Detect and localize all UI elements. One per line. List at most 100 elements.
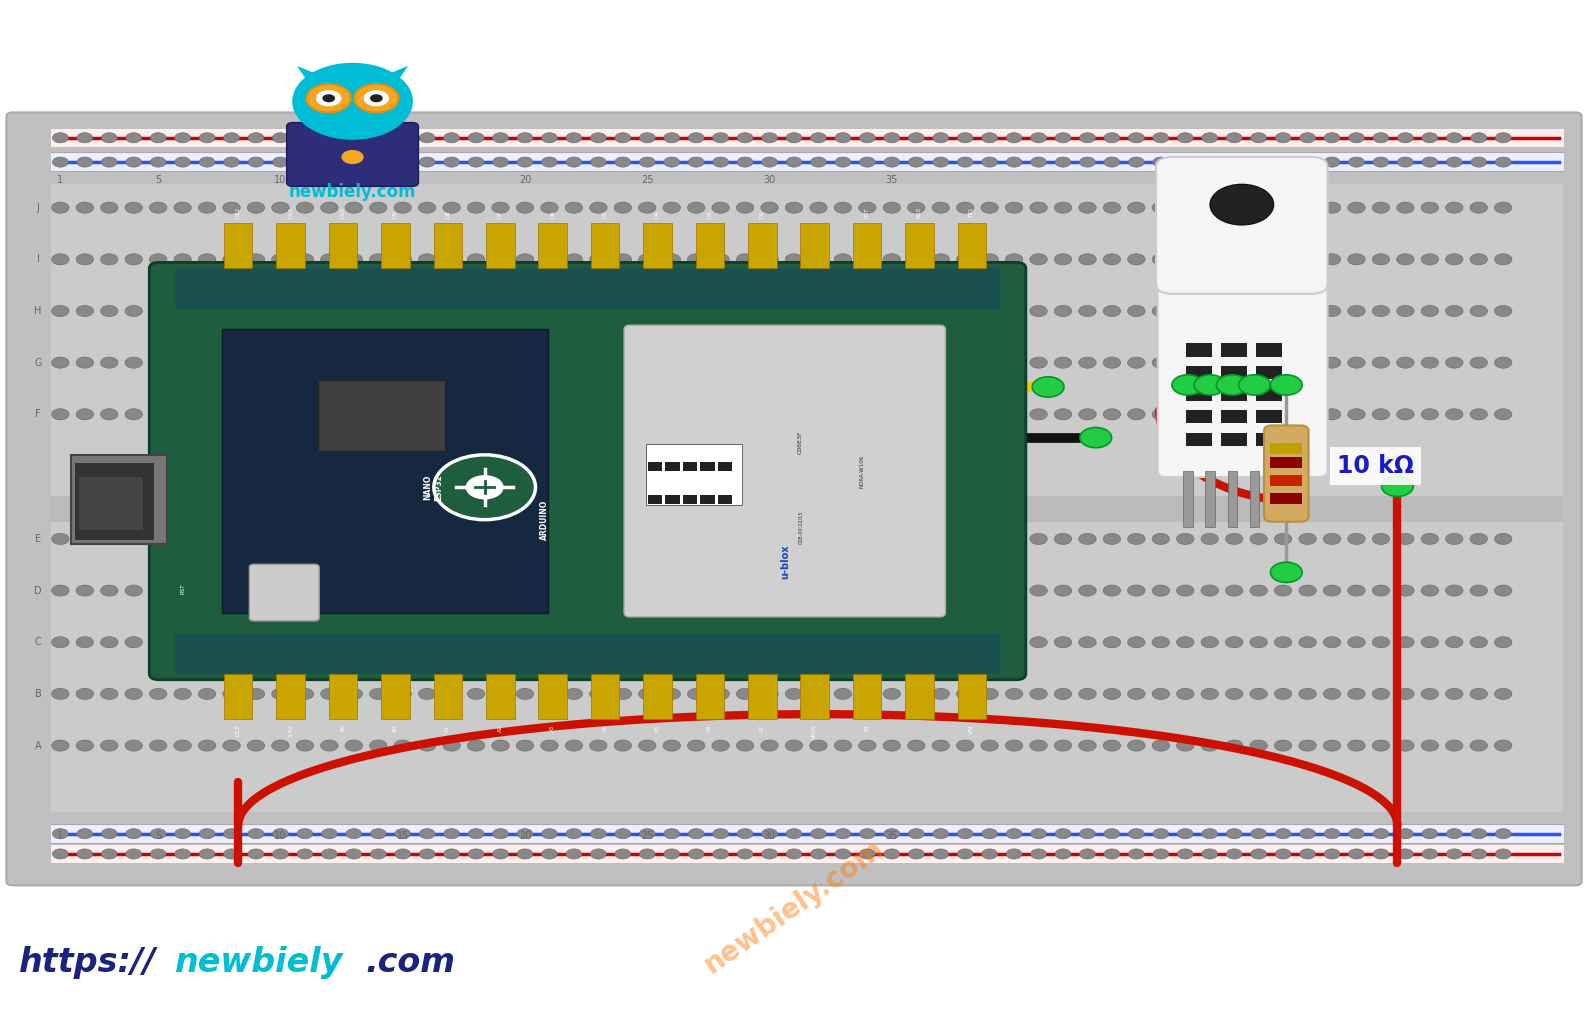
Circle shape xyxy=(565,305,583,316)
Circle shape xyxy=(1104,305,1121,316)
Circle shape xyxy=(321,739,338,752)
Circle shape xyxy=(1226,689,1243,699)
Circle shape xyxy=(834,585,851,596)
Circle shape xyxy=(76,202,94,214)
Circle shape xyxy=(1445,533,1463,545)
Bar xyxy=(1186,366,1212,379)
Circle shape xyxy=(370,133,386,143)
Circle shape xyxy=(1372,408,1390,420)
Circle shape xyxy=(102,849,118,859)
Circle shape xyxy=(1299,739,1316,752)
Circle shape xyxy=(248,202,265,214)
Circle shape xyxy=(761,202,778,214)
Circle shape xyxy=(467,533,484,545)
Circle shape xyxy=(443,849,459,859)
Text: D9: D9 xyxy=(392,210,399,218)
Circle shape xyxy=(810,689,827,699)
Circle shape xyxy=(1397,829,1413,839)
Circle shape xyxy=(1250,202,1267,214)
Circle shape xyxy=(1104,585,1121,596)
Circle shape xyxy=(1201,585,1218,596)
FancyBboxPatch shape xyxy=(624,325,945,617)
Circle shape xyxy=(883,254,900,265)
Circle shape xyxy=(370,689,387,699)
Circle shape xyxy=(224,133,240,143)
Circle shape xyxy=(786,133,802,143)
Circle shape xyxy=(125,133,141,143)
Circle shape xyxy=(761,357,778,369)
Circle shape xyxy=(1275,829,1291,839)
Circle shape xyxy=(1324,157,1340,167)
Circle shape xyxy=(711,636,729,648)
Circle shape xyxy=(1299,254,1316,265)
Circle shape xyxy=(662,202,681,214)
Text: 15: 15 xyxy=(397,831,408,841)
Circle shape xyxy=(1201,408,1218,420)
Circle shape xyxy=(492,357,510,369)
Bar xyxy=(648,462,662,471)
Circle shape xyxy=(125,849,141,859)
Circle shape xyxy=(834,254,851,265)
Circle shape xyxy=(565,849,581,859)
Text: A: A xyxy=(35,741,41,751)
FancyBboxPatch shape xyxy=(1158,272,1328,477)
Circle shape xyxy=(1397,849,1413,859)
Circle shape xyxy=(958,157,973,167)
Circle shape xyxy=(272,305,289,316)
Circle shape xyxy=(1226,636,1243,648)
Circle shape xyxy=(1251,133,1267,143)
Circle shape xyxy=(956,739,973,752)
Circle shape xyxy=(932,157,948,167)
Text: 5: 5 xyxy=(156,831,162,841)
Circle shape xyxy=(883,689,900,699)
Circle shape xyxy=(1031,157,1046,167)
Circle shape xyxy=(883,636,900,648)
Circle shape xyxy=(297,849,313,859)
Text: D10: D10 xyxy=(340,207,346,218)
Circle shape xyxy=(222,202,240,214)
Circle shape xyxy=(810,739,827,752)
Circle shape xyxy=(761,533,778,545)
Circle shape xyxy=(1323,408,1340,420)
Bar xyxy=(79,477,143,530)
Bar xyxy=(51,129,1564,147)
Circle shape xyxy=(224,849,240,859)
Circle shape xyxy=(1421,829,1437,839)
Text: 10: 10 xyxy=(275,175,286,185)
Text: VIN: VIN xyxy=(969,724,975,733)
Circle shape xyxy=(1372,357,1390,369)
Circle shape xyxy=(1470,357,1488,369)
Circle shape xyxy=(76,585,94,596)
Circle shape xyxy=(467,254,484,265)
Circle shape xyxy=(956,202,973,214)
Circle shape xyxy=(1372,689,1390,699)
Circle shape xyxy=(1005,533,1023,545)
Bar xyxy=(696,674,724,719)
Circle shape xyxy=(688,305,705,316)
Circle shape xyxy=(297,254,313,265)
Text: RST: RST xyxy=(179,583,186,594)
Circle shape xyxy=(761,689,778,699)
Circle shape xyxy=(419,157,435,167)
Circle shape xyxy=(688,636,705,648)
Circle shape xyxy=(810,408,827,420)
Circle shape xyxy=(1031,689,1048,699)
Circle shape xyxy=(1348,305,1366,316)
Circle shape xyxy=(1421,849,1437,859)
Circle shape xyxy=(1274,408,1293,420)
Circle shape xyxy=(615,849,630,859)
Circle shape xyxy=(834,357,851,369)
Circle shape xyxy=(395,849,411,859)
Circle shape xyxy=(565,202,583,214)
Circle shape xyxy=(273,133,289,143)
Circle shape xyxy=(1299,849,1315,859)
Circle shape xyxy=(859,305,877,316)
Circle shape xyxy=(102,133,118,143)
Circle shape xyxy=(370,636,387,648)
Circle shape xyxy=(354,84,399,112)
FancyBboxPatch shape xyxy=(1264,425,1309,522)
Bar xyxy=(1256,388,1282,401)
Circle shape xyxy=(149,254,167,265)
Circle shape xyxy=(52,829,68,839)
Circle shape xyxy=(761,254,778,265)
